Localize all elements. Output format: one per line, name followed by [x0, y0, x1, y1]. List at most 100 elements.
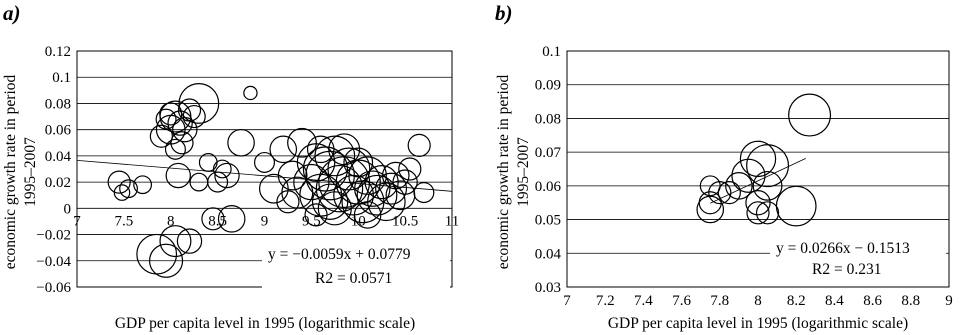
x-tick-label: 8.6	[863, 293, 882, 309]
y-tick-label: 0.04	[535, 246, 562, 262]
bubble	[717, 181, 741, 205]
x-tick-label: 7.5	[115, 213, 134, 229]
bubble	[353, 201, 382, 229]
x-tick-label: 8.8	[901, 293, 920, 309]
bubble	[214, 162, 240, 189]
y-tick-label: 0.06	[45, 123, 72, 139]
bubble	[343, 147, 374, 178]
trendline-b	[710, 158, 806, 204]
equation-b: y = 0.0266x − 0.1513	[776, 240, 910, 257]
bubble	[385, 180, 416, 211]
panel-a-label: a)	[3, 1, 21, 25]
r-squared-b: R2 = 0.231	[812, 261, 881, 278]
bubble	[164, 138, 186, 160]
x-tick-label: 8.2	[787, 293, 806, 309]
equation-box-a	[262, 240, 450, 288]
y-axis-label-a-line1: economic growth rate in period	[2, 74, 19, 269]
x-tick-label: 8	[167, 213, 175, 229]
bubble	[752, 170, 783, 201]
panel-b-label: b)	[495, 1, 513, 25]
y-tick-label: 0.12	[45, 44, 71, 60]
x-tick-label: 8.4	[825, 293, 844, 309]
x-tick-label: 10.5	[392, 213, 418, 229]
bubble	[407, 133, 431, 157]
y-tick-label: −0.02	[36, 228, 71, 244]
y-tick-label: 0.04	[45, 149, 72, 165]
y-tick-labels-b: 0.1 0.09 0.08 0.07 0.06 0.05 0.04 0.03	[535, 44, 562, 296]
bubble	[746, 201, 770, 225]
r-squared-a: R2 = 0.0571	[315, 270, 392, 287]
y-tick-label: 0.02	[45, 175, 71, 191]
y-tick-label: 0	[64, 201, 72, 217]
y-axis-label-a-line2: 1995–2007	[22, 137, 39, 207]
bubble	[113, 184, 131, 201]
y-axis-label-b-line1: economic growth rate in period	[495, 74, 512, 269]
bubble	[148, 243, 184, 278]
bubble	[304, 203, 328, 227]
x-tick-label: 8	[754, 293, 762, 309]
bubble	[348, 156, 387, 195]
bubble	[381, 161, 410, 190]
bubble	[149, 124, 173, 148]
equation-a: y = −0.0059x + 0.0779	[268, 246, 411, 263]
bubble	[277, 160, 308, 191]
bubble	[296, 143, 336, 182]
bubble	[731, 158, 766, 193]
bubble	[354, 170, 391, 207]
bubbles-b	[696, 93, 832, 227]
bubble	[788, 93, 832, 137]
y-tick-label: 0.05	[535, 213, 561, 229]
x-tick-labels-b: 7 7.2 7.4 7.6 7.8 8 8.2 8.4 8.6 8.8 9	[563, 293, 953, 309]
bubble	[698, 191, 722, 215]
bubble	[133, 175, 153, 195]
bubble	[696, 195, 725, 224]
y-tick-label: 0.06	[535, 179, 562, 195]
x-tick-label: 7.8	[710, 293, 729, 309]
y-tick-label: 0.03	[535, 280, 561, 296]
bubble	[182, 104, 206, 129]
bubble	[159, 225, 192, 258]
bubble	[314, 135, 356, 177]
bubble	[739, 140, 777, 178]
bubble	[364, 165, 399, 200]
x-axis-label-a: GDP per capita level in 1995 (logarithmi…	[115, 315, 415, 332]
equation-box-b	[770, 238, 946, 286]
plot-area-a: 0.120.10.080.060.040.020−0.02−0.04−0.06 …	[36, 44, 459, 296]
trendline-a	[76, 159, 453, 192]
bubble	[398, 157, 422, 181]
bubble	[258, 173, 289, 204]
bubble	[375, 172, 408, 205]
bubble	[217, 205, 246, 233]
bubble	[356, 174, 398, 216]
bubble	[170, 131, 194, 155]
bubble	[212, 159, 232, 179]
bubble	[155, 108, 177, 130]
y-tick-label: −0.04	[36, 254, 71, 270]
bubble	[317, 191, 352, 226]
x-axis-label-b: GDP per capita level in 1995 (logarithmi…	[608, 315, 908, 332]
bubble	[327, 147, 371, 191]
x-tick-label: 7	[563, 293, 571, 309]
bubble	[413, 182, 435, 204]
bubble	[201, 207, 225, 231]
x-tick-label: 9	[261, 213, 269, 229]
bubble	[136, 233, 178, 275]
bubble	[306, 135, 335, 164]
bubble	[107, 170, 131, 194]
bubble	[243, 85, 258, 101]
bubble	[178, 83, 220, 124]
bubble	[287, 127, 317, 158]
bubble	[269, 135, 298, 164]
bubbles-a	[107, 83, 435, 278]
bubble	[176, 228, 203, 254]
bubble	[392, 169, 418, 195]
bubble	[755, 201, 780, 225]
x-tick-label: 11	[445, 213, 459, 229]
bubble	[276, 190, 300, 214]
x-tick-label: 7.4	[634, 293, 653, 309]
bubble	[315, 164, 364, 213]
bubble	[254, 151, 276, 173]
bubble	[746, 144, 790, 188]
x-tick-labels-a: 7 7.5 8 8.5 9 9.5 10 10.5 11	[73, 213, 459, 229]
